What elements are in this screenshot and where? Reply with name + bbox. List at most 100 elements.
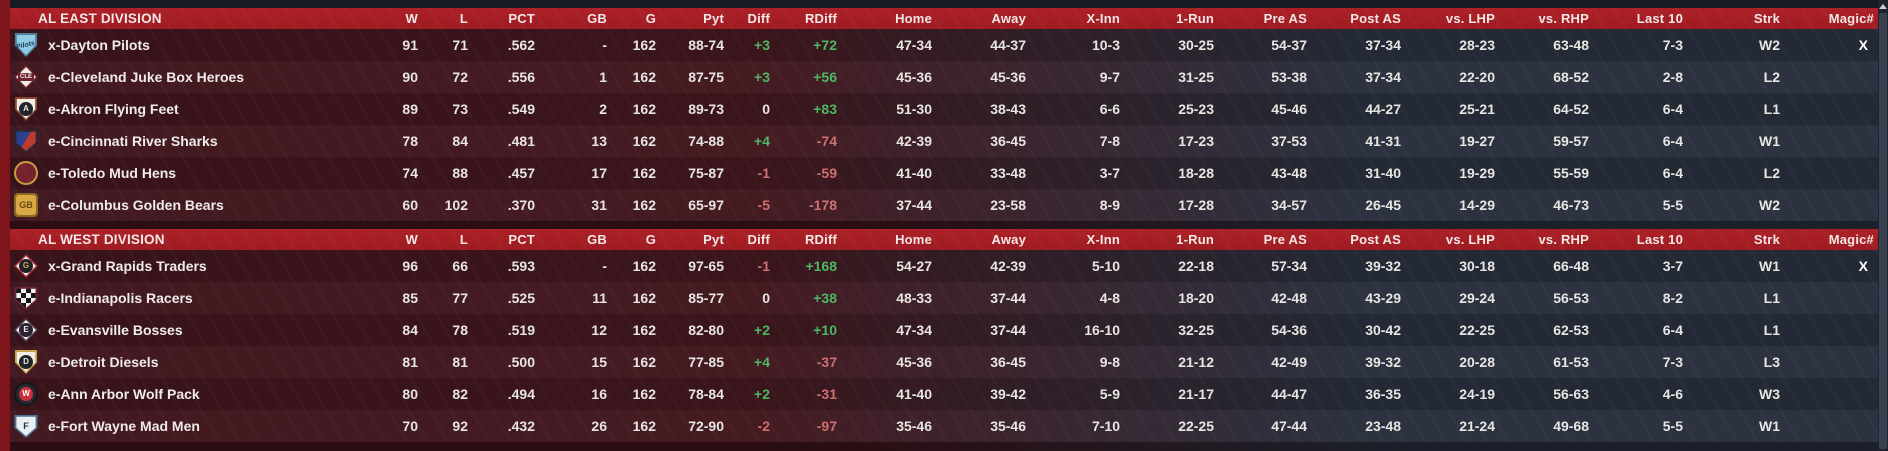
- team-row[interactable]: GB e-Columbus Golden Bears 60 102 .370 31 162 6…: [10, 189, 1878, 221]
- column-header-pre-as[interactable]: Pre AS: [1263, 11, 1307, 26]
- team-name[interactable]: x-Grand Rapids Traders: [48, 258, 207, 274]
- column-header-magic[interactable]: Magic#: [1828, 232, 1874, 247]
- column-header-last-10[interactable]: Last 10: [1636, 232, 1683, 247]
- column-header-pct[interactable]: PCT: [508, 11, 535, 26]
- stat-gb: -: [602, 258, 607, 274]
- column-header-l[interactable]: L: [459, 232, 468, 247]
- team-cell[interactable]: e-Toledo Mud Hens: [10, 157, 320, 189]
- column-header-home[interactable]: Home: [895, 11, 932, 26]
- stat-strk: L3: [1763, 354, 1780, 370]
- stat-away: 42-39: [990, 258, 1026, 274]
- team-name[interactable]: e-Akron Flying Feet: [48, 101, 179, 117]
- column-header-vs-rhp[interactable]: vs. RHP: [1538, 232, 1589, 247]
- team-row[interactable]: e-Toledo Mud Hens 74 88 .457 17 162 75-87 -1 -59…: [10, 157, 1878, 189]
- stat-diff: +2: [754, 386, 770, 402]
- stat-strk: W1: [1759, 133, 1780, 149]
- column-header-diff[interactable]: Diff: [747, 232, 770, 247]
- column-header-pct[interactable]: PCT: [508, 232, 535, 247]
- division-header-row: AL EAST DIVISION W L PCT GB G Pyt Diff RDiff Home…: [10, 8, 1878, 29]
- team-name[interactable]: x-Dayton Pilots: [48, 37, 150, 53]
- stat-pre-as: 37-53: [1271, 133, 1307, 149]
- stat-away: 36-45: [990, 354, 1026, 370]
- column-header-strk[interactable]: Strk: [1753, 232, 1780, 247]
- column-header-1-run[interactable]: 1-Run: [1176, 232, 1214, 247]
- column-header-l[interactable]: L: [459, 11, 468, 26]
- column-header-1-run[interactable]: 1-Run: [1176, 11, 1214, 26]
- stat-vs-lhp: 25-21: [1459, 101, 1495, 117]
- column-header-pre-as[interactable]: Pre AS: [1263, 232, 1307, 247]
- column-header-away[interactable]: Away: [991, 232, 1026, 247]
- column-header-vs-lhp[interactable]: vs. LHP: [1445, 232, 1495, 247]
- team-cell[interactable]: Pilots x-Dayton Pilots: [10, 29, 320, 61]
- column-header-post-as[interactable]: Post AS: [1350, 11, 1401, 26]
- team-name[interactable]: e-Ann Arbor Wolf Pack: [48, 386, 200, 402]
- column-header-magic[interactable]: Magic#: [1828, 11, 1874, 26]
- column-header-gb[interactable]: GB: [587, 232, 607, 247]
- stat-pre-as: 45-46: [1271, 101, 1307, 117]
- column-header-g[interactable]: G: [645, 11, 656, 26]
- column-header-rdiff[interactable]: RDiff: [804, 232, 837, 247]
- team-name[interactable]: e-Cleveland Juke Box Heroes: [48, 69, 245, 85]
- team-name[interactable]: e-Fort Wayne Mad Men: [48, 418, 200, 434]
- team-name[interactable]: e-Columbus Golden Bears: [48, 197, 224, 213]
- column-header-g[interactable]: G: [645, 232, 656, 247]
- stat-home: 41-40: [896, 386, 932, 402]
- team-row[interactable]: CLE e-Cleveland Juke Box Heroes 90 72 .556 1 1…: [10, 61, 1878, 93]
- column-header-x-inn[interactable]: X-Inn: [1086, 232, 1120, 247]
- stat-pct: .432: [507, 418, 535, 434]
- stat-x-inn: 9-7: [1099, 69, 1120, 85]
- left-accent-bar: [0, 0, 10, 451]
- cincinnati-river-sharks-logo: [14, 129, 38, 153]
- stat-gb: 15: [591, 354, 607, 370]
- column-header-last-10[interactable]: Last 10: [1636, 11, 1683, 26]
- team-cell[interactable]: CLE e-Cleveland Juke Box Heroes: [10, 61, 320, 93]
- team-name[interactable]: e-Detroit Diesels: [48, 354, 159, 370]
- column-header-strk[interactable]: Strk: [1753, 11, 1780, 26]
- column-header-w[interactable]: W: [405, 232, 418, 247]
- scrollbar-thumb[interactable]: [1879, 13, 1887, 449]
- column-header-vs-rhp[interactable]: vs. RHP: [1538, 11, 1589, 26]
- team-name[interactable]: e-Indianapolis Racers: [48, 290, 193, 306]
- stat-away: 33-48: [990, 165, 1026, 181]
- scroll-up-button[interactable]: [1878, 0, 1888, 12]
- column-header-away[interactable]: Away: [991, 11, 1026, 26]
- column-header-post-as[interactable]: Post AS: [1350, 232, 1401, 247]
- column-header-diff[interactable]: Diff: [747, 11, 770, 26]
- team-row[interactable]: e-Indianapolis Racers 85 77 .525 11 162 85-77 0…: [10, 282, 1878, 314]
- column-header-home[interactable]: Home: [895, 232, 932, 247]
- team-row[interactable]: Pilots x-Dayton Pilots 91 71 .562 - 162 88-74 +3…: [10, 29, 1878, 61]
- column-header-gb[interactable]: GB: [587, 11, 607, 26]
- column-header-pyt[interactable]: Pyt: [703, 232, 724, 247]
- column-header-pyt[interactable]: Pyt: [703, 11, 724, 26]
- team-name[interactable]: e-Evansville Bosses: [48, 322, 183, 338]
- column-header-vs-lhp[interactable]: vs. LHP: [1445, 11, 1495, 26]
- stat-vs-rhp: 64-52: [1553, 101, 1589, 117]
- column-header-rdiff[interactable]: RDiff: [804, 11, 837, 26]
- columbus-golden-bears-logo: GB: [14, 193, 38, 217]
- team-name[interactable]: e-Toledo Mud Hens: [48, 165, 177, 181]
- team-name[interactable]: e-Cincinnati River Sharks: [48, 133, 218, 149]
- column-header-w[interactable]: W: [405, 11, 418, 26]
- team-row[interactable]: e-Cincinnati River Sharks 78 84 .481 13 162 74…: [10, 125, 1878, 157]
- grand-rapids-traders-logo: G: [14, 254, 38, 278]
- stat-last-10: 7-3: [1662, 37, 1683, 53]
- column-header-x-inn[interactable]: X-Inn: [1086, 11, 1120, 26]
- vertical-scrollbar[interactable]: [1878, 0, 1888, 451]
- team-cell[interactable]: GB e-Columbus Golden Bears: [10, 189, 320, 221]
- stat-vs-lhp: 22-25: [1459, 322, 1495, 338]
- team-cell[interactable]: e-Cincinnati River Sharks: [10, 125, 320, 157]
- stat-pct: .370: [507, 197, 535, 213]
- team-cell[interactable]: e-Indianapolis Racers: [10, 282, 320, 314]
